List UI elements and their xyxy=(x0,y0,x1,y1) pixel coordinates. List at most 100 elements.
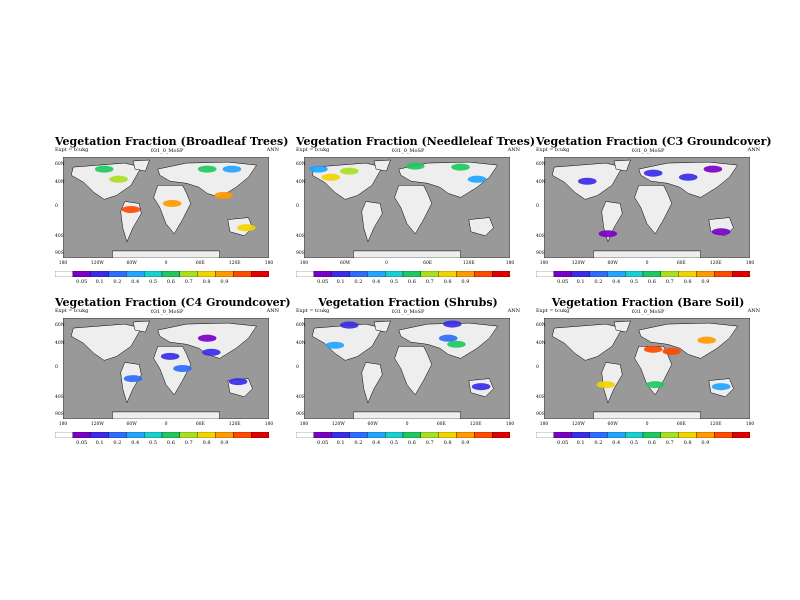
colorbar-label: 0.9 xyxy=(461,279,470,285)
lon-label: 180 xyxy=(505,261,515,266)
region-amazon xyxy=(121,205,141,214)
colorbar-label: 0.5 xyxy=(630,279,639,285)
colorbar-swatch xyxy=(625,271,644,277)
region-patagonia xyxy=(598,230,618,238)
colorbar-label: 0.1 xyxy=(576,440,585,446)
lon-label: 180 xyxy=(539,422,549,427)
land-south-america xyxy=(361,362,383,404)
colorbar-swatch xyxy=(607,271,626,277)
colorbar-swatch xyxy=(553,271,572,277)
colorbar-swatch xyxy=(589,271,608,277)
lat-label: 0 xyxy=(55,204,58,209)
colorbar-swatch xyxy=(536,432,554,438)
lat-label: 60N xyxy=(55,323,65,328)
land-antarctica xyxy=(112,250,220,258)
colorbar-swatch xyxy=(55,271,73,277)
colorbar-label: 0.6 xyxy=(166,440,175,446)
colorbar-label: 0.9 xyxy=(220,279,229,285)
colorbar-label: 0.1 xyxy=(95,279,104,285)
colorbar-swatch xyxy=(251,271,269,277)
lat-label: 60N xyxy=(55,162,65,167)
colorbar-swatch xyxy=(492,271,510,277)
colorbar-label: 0.4 xyxy=(131,440,140,446)
land-antarctica xyxy=(593,411,701,419)
lat-label: 60N xyxy=(536,323,546,328)
lon-label: 0 xyxy=(384,261,388,266)
colorbar-swatch xyxy=(161,271,180,277)
region-southeast-asia xyxy=(214,191,233,199)
region-arctic-north-america xyxy=(340,321,359,329)
lon-label: 120E xyxy=(462,261,475,266)
land-africa xyxy=(634,185,672,235)
colorbar-swatch xyxy=(331,271,350,277)
lat-label: 90S xyxy=(55,251,64,256)
region-south-australia xyxy=(711,228,731,236)
land-greenland xyxy=(132,320,150,333)
season-label: ANN xyxy=(266,147,279,153)
colorbar xyxy=(296,271,510,277)
lon-label: 120E xyxy=(469,422,482,427)
colorbar-swatch xyxy=(161,432,180,438)
case-label: 031_0_MoSP xyxy=(391,309,425,315)
colorbar-swatch xyxy=(90,271,109,277)
region-western-usa xyxy=(325,341,345,349)
colorbar-label: 0.7 xyxy=(425,440,434,446)
lat-label: 90S xyxy=(536,412,545,417)
region-east-africa xyxy=(173,364,192,373)
colorbar-label: 0.8 xyxy=(683,279,692,285)
lat-label: 90S xyxy=(536,251,545,256)
season-label: ANN xyxy=(507,308,520,314)
colorbar-swatch xyxy=(642,432,661,438)
lon-label: 120W xyxy=(90,261,104,266)
experiment-label: Expt = tcukg xyxy=(296,308,330,314)
colorbar-swatch xyxy=(215,432,234,438)
lat-label: 40N xyxy=(536,341,546,346)
colorbar-swatch xyxy=(714,271,733,277)
colorbar-label: 0.1 xyxy=(576,279,585,285)
colorbar-swatch xyxy=(296,271,314,277)
region-east-australia xyxy=(237,224,256,232)
region-arctic-eurasia xyxy=(443,320,462,328)
land-north-america xyxy=(70,323,142,361)
colorbar-swatch xyxy=(402,432,421,438)
colorbar-label: 0.4 xyxy=(131,279,140,285)
map xyxy=(544,157,750,258)
panel-title: Vegetation Fraction (C3 Groundcover) xyxy=(536,135,772,148)
region-north-australia xyxy=(228,378,248,386)
lat-label: 60N xyxy=(536,162,546,167)
colorbar-label: 0.7 xyxy=(665,279,674,285)
region-north-america-plains xyxy=(577,177,597,185)
colorbar-label: 0.1 xyxy=(336,440,345,446)
land-greenland xyxy=(373,159,391,172)
colorbar-swatch xyxy=(571,271,590,277)
lat-label: 40N xyxy=(296,341,306,346)
lon-label: 120W xyxy=(571,422,585,427)
panel-c4-groundcover: Vegetation Fraction (C4 Groundcover) Expt… xyxy=(55,296,291,446)
season-label: ANN xyxy=(266,308,279,314)
lon-label: 180 xyxy=(58,261,68,266)
land-africa xyxy=(394,346,432,396)
region-alaska xyxy=(309,165,328,173)
lat-label: 40S xyxy=(536,395,545,400)
region-siberia xyxy=(222,165,242,173)
lon-label: 180 xyxy=(745,422,755,427)
panel-c3-groundcover: Vegetation Fraction (C3 Groundcover) Expt… xyxy=(536,135,772,285)
lon-label: 0 xyxy=(164,261,168,266)
lat-label: 40N xyxy=(55,180,65,185)
colorbar-swatch xyxy=(438,271,457,277)
land-eurasia xyxy=(398,161,499,198)
land-north-america xyxy=(70,162,142,200)
lon-label: 120W xyxy=(571,261,585,266)
lat-label: 60N xyxy=(296,323,306,328)
colorbar-swatch xyxy=(642,271,661,277)
colorbar-label: 0.1 xyxy=(336,279,345,285)
colorbar-swatch xyxy=(456,271,475,277)
colorbar-swatch xyxy=(589,432,608,438)
lon-label: 60W xyxy=(607,261,618,266)
lat-label: 40N xyxy=(296,180,306,185)
lon-label: 120E xyxy=(709,261,722,266)
region-sahara xyxy=(643,345,663,353)
region-south-america-cerrado xyxy=(123,375,143,383)
case-label: 031_0_MoSP xyxy=(391,148,425,154)
land-eurasia xyxy=(638,322,739,359)
